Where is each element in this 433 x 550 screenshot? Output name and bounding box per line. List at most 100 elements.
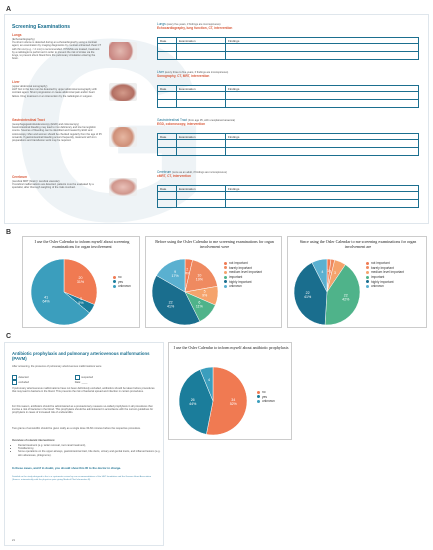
pie-slice-unknown	[156, 258, 186, 293]
panel-label-a: A	[6, 6, 12, 13]
suspected-checkbox[interactable]	[74, 375, 80, 380]
legend-item: no	[257, 390, 275, 395]
left-item-gi-tract: Gastrointestinal Tract (oesophagogastrod…	[12, 118, 102, 142]
pie-slice-no	[206, 366, 248, 436]
left-item-lungs: Lungs (Echocardiography) If a shunt volu…	[12, 33, 102, 60]
cell[interactable]	[157, 91, 177, 100]
intervention-list: Dental treatment (e.g. tartar removal, r…	[8, 444, 164, 457]
cell[interactable]	[157, 99, 177, 108]
list-item: Dental treatment (e.g. tartar removal, r…	[18, 444, 164, 447]
cell[interactable]	[225, 199, 419, 208]
item-note: (every five years, if findings are incon…	[166, 23, 221, 26]
cell[interactable]	[225, 139, 419, 148]
panel-label-b: B	[6, 229, 12, 236]
pie-slice-unknown	[199, 366, 214, 402]
legend-item: barely important	[224, 266, 262, 271]
pie-data-label: 26 44%	[189, 398, 197, 406]
opt-label: suspected	[81, 376, 94, 380]
item-exam: cMRT, CT, intervention	[157, 173, 191, 178]
pie-slice-yes	[178, 369, 214, 435]
pie-data-label: 4	[321, 270, 323, 274]
screening-card: G Screening Examinations Lungs (Echocard…	[4, 14, 429, 225]
cell[interactable]	[225, 99, 419, 108]
pie-data-label: 5 9%	[202, 289, 208, 297]
legend-1: no yes unknown	[113, 275, 131, 289]
legend-4: no yes unknown	[257, 390, 275, 404]
liver-image	[109, 83, 137, 101]
exam-table-lungs: Date Examination Findings	[157, 37, 419, 60]
legend-item: important	[224, 275, 262, 280]
pie-title-1: I use the Osler Calendar to inform mysel…	[34, 239, 130, 249]
cell[interactable]	[225, 191, 419, 200]
legend-2: not important barely important medium le…	[224, 261, 262, 289]
pie-data-label: 22 42%	[342, 293, 350, 301]
pie-box-4: I use the Osler Calendar to inform mysel…	[168, 342, 292, 440]
cell[interactable]	[157, 139, 177, 148]
cell[interactable]	[176, 99, 226, 108]
item-exam: EGD, colonoscopy, intervention	[157, 121, 206, 126]
opt-label: excluded	[18, 381, 29, 385]
cell[interactable]	[176, 43, 226, 52]
legend-item: highly important	[366, 279, 404, 284]
legend-item: barely important	[366, 266, 404, 271]
pie-slice-unknown	[311, 258, 328, 293]
legend-item: important	[366, 275, 404, 280]
item-text: Gastrointestinal bleeding may lead to ir…	[12, 126, 102, 142]
cell[interactable]	[157, 199, 177, 208]
cell[interactable]	[176, 199, 226, 208]
pie-data-label: 34 52%	[230, 398, 238, 406]
legend-item: medium level important	[224, 270, 262, 275]
legend-item: unknown	[257, 399, 275, 404]
item-note: (from age 35, with unexplained anaemia)	[188, 119, 236, 122]
item-name: Liver	[12, 80, 20, 84]
right-item-lungs: Lungs (every five years, if findings are…	[157, 22, 419, 31]
cell[interactable]	[157, 191, 177, 200]
pie-data-label: 2 4%	[185, 267, 191, 275]
opt-label: detected	[18, 376, 29, 380]
brain-image	[109, 178, 137, 196]
pie-title-3: Since using the Osler Calendar to me scr…	[299, 239, 417, 249]
pie-data-label: 1	[330, 270, 332, 274]
legend-item: unknown	[224, 284, 262, 289]
cell[interactable]	[176, 51, 226, 60]
legend-item: not important	[366, 261, 404, 266]
legend-item: no	[113, 275, 131, 280]
antibiotic-title: Antibiotic prophylaxis and pulmonary art…	[12, 351, 150, 361]
cell[interactable]	[176, 191, 226, 200]
cell[interactable]	[176, 139, 226, 148]
cell[interactable]	[225, 51, 419, 60]
cell[interactable]	[157, 147, 177, 156]
cell[interactable]	[225, 91, 419, 100]
cell[interactable]	[225, 43, 419, 52]
pie-data-label: 4	[208, 378, 210, 382]
exam-table-gi: Date Examination Findings	[157, 133, 419, 156]
item-head: Cerebrum	[157, 170, 172, 174]
item-head: Gastrointestinal Tract	[157, 118, 188, 122]
item-sub: (oesophagogastroduodenoscopy (EGD) and c…	[12, 122, 79, 126]
item-note: (once as an adult, if findings are incon…	[172, 171, 227, 174]
cell[interactable]	[157, 43, 177, 52]
legend-item: unknown	[113, 284, 131, 289]
cell[interactable]	[176, 147, 226, 156]
exam-table-liver: Date Examination Findings	[157, 85, 419, 108]
cell[interactable]	[225, 147, 419, 156]
pie-slice-important	[324, 264, 361, 326]
item-name: Lungs	[12, 33, 22, 37]
item-text: If cerebral malformations are detected, …	[12, 183, 94, 190]
lungs-image	[109, 42, 137, 60]
item-name: Cerebrum	[12, 175, 28, 179]
date-field[interactable]: Date: ____	[74, 381, 88, 385]
panel-label-c: C	[6, 333, 12, 340]
cell[interactable]	[157, 51, 177, 60]
pie-title-4: I use the Osler Calendar to inform mysel…	[173, 345, 289, 350]
presence-options: detected suspected excluded Date: ____	[12, 375, 158, 385]
para-2: For this reason, antibiotics should be a…	[12, 405, 154, 415]
item-text: HHT foci in the liver can be detected by…	[12, 88, 97, 98]
item-sub: (Echocardiography)	[12, 37, 35, 41]
pie-slice-barely-important	[184, 259, 218, 293]
cell[interactable]	[176, 91, 226, 100]
fine-print: Detailed on the study designed in the in…	[12, 476, 152, 481]
item-head: Lungs	[157, 22, 166, 26]
excluded-checkbox[interactable]	[12, 380, 17, 385]
pie-chart-4: 34 52% 26 44% 4	[178, 366, 248, 436]
